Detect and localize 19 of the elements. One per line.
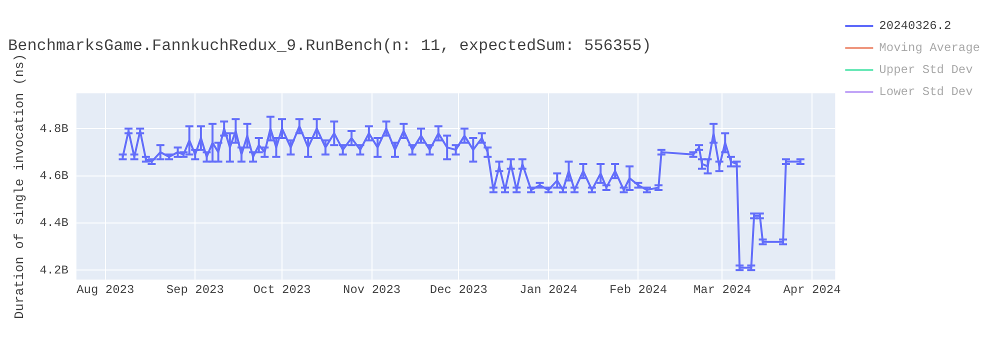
legend-label: Moving Average — [879, 41, 980, 56]
x-tick-label: Sep 2023 — [166, 282, 224, 297]
y-tick-label: 4.8B — [40, 122, 68, 136]
x-tick-label: Mar 2024 — [693, 282, 752, 297]
legend-label: 20240326.2 — [879, 19, 952, 34]
chart-title: BenchmarksGame.FannkuchRedux_9.RunBench(n: 11, expectedSum: 556355) — [8, 36, 652, 55]
legend-label: Upper Std Dev — [879, 63, 973, 78]
y-tick-label: 4.6B — [40, 168, 68, 183]
y-axis-title: Duration of single invocation (ns) — [12, 54, 28, 320]
x-tick-label: Apr 2024 — [783, 282, 841, 297]
x-tick-label: Jan 2024 — [520, 282, 578, 297]
x-tick-label: Oct 2023 — [253, 282, 311, 297]
x-tick-label: Nov 2023 — [343, 282, 401, 297]
x-tick-label: Feb 2024 — [609, 282, 668, 297]
x-tick-label: Dec 2023 — [430, 282, 488, 297]
y-tick-label: 4.4B — [40, 216, 68, 230]
legend-label: Lower Std Dev — [879, 85, 973, 100]
y-tick-label: 4.2B — [40, 263, 68, 278]
x-tick-label: Aug 2023 — [76, 282, 134, 297]
